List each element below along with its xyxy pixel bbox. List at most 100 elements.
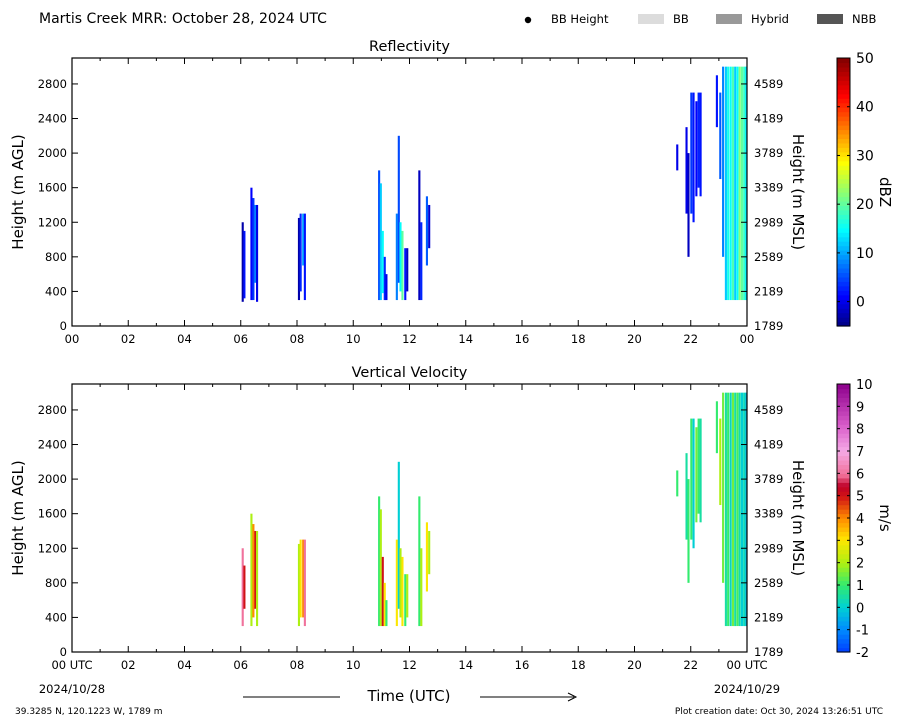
colorbar-segment	[837, 384, 850, 390]
colorbar-segment	[837, 491, 850, 497]
data-column	[385, 274, 388, 301]
y2-tick-label: 4189	[754, 112, 783, 126]
data-column	[736, 392, 739, 627]
data-column	[395, 213, 398, 301]
colorbar-segment	[837, 634, 850, 640]
data-column	[381, 230, 384, 294]
colorbar-frame	[836, 57, 851, 327]
data-column	[745, 66, 748, 301]
data-column	[692, 92, 695, 223]
data-column	[297, 217, 301, 301]
colorbar-segment	[837, 321, 850, 327]
y-tick-label: 2000	[38, 146, 67, 160]
data-column	[252, 524, 255, 618]
colorbar-segment	[837, 142, 850, 148]
colorbar-segment	[837, 276, 850, 282]
y-axis-label: Height (m AGL)	[9, 460, 27, 575]
y2-tick-label: 2189	[754, 610, 783, 624]
end-date-label: 2024/10/29	[714, 682, 780, 696]
colorbar-segment	[837, 518, 850, 524]
data-column	[731, 66, 734, 301]
x-tick-label: 04	[177, 332, 192, 346]
colorbar-segment	[837, 638, 850, 644]
colorbar-segment	[837, 147, 850, 153]
colorbar-segment	[837, 535, 850, 541]
data-columns	[241, 66, 748, 302]
colorbar-segment	[837, 415, 850, 421]
colorbar-segment	[837, 200, 850, 206]
y2-ticks: 1789 2189 2589 2989 3389 3789 4189 4589	[754, 77, 783, 333]
data-column	[428, 530, 431, 575]
colorbar-tick-label: 20	[856, 197, 874, 213]
data-column	[676, 144, 679, 171]
colorbar-segment	[837, 196, 850, 202]
data-column	[719, 418, 722, 506]
data-column	[425, 522, 428, 592]
colorbar-tick-label: 6	[856, 467, 864, 482]
colorbar-segment	[837, 549, 850, 555]
x-axis-label: Time (UTC)	[367, 687, 451, 705]
data-column	[729, 392, 732, 627]
y2-tick-label: 2189	[754, 284, 783, 298]
y-ticks: 0 400 800 1200 1600 2000 2400 2800	[38, 77, 747, 333]
colorbar-segment	[837, 598, 850, 604]
colorbar-segment	[837, 133, 850, 139]
data-column	[418, 170, 421, 301]
colorbar-segment	[837, 285, 850, 291]
data-column	[297, 543, 301, 627]
y-ticks: 0 400 800 1200 1600 2000 2400 2800	[38, 403, 747, 659]
data-column	[378, 170, 381, 301]
x-tick-label: 02	[121, 658, 136, 672]
colorbar-tick-label: 30	[856, 148, 874, 164]
data-column	[727, 392, 730, 627]
data-column	[428, 204, 431, 249]
y2-axis-label: Height (m MSL)	[789, 134, 807, 250]
colorbar-segment	[837, 647, 850, 653]
colorbar-segment	[837, 526, 850, 532]
y2-tick-label: 1789	[754, 319, 783, 333]
x-tick-label: 04	[177, 658, 192, 672]
x-tick-label: 20	[627, 658, 642, 672]
y-tick-label: 0	[60, 319, 67, 333]
colorbar-segment	[837, 259, 850, 265]
colorbar-segment	[837, 558, 850, 564]
data-column	[740, 66, 743, 301]
colorbar-segment	[837, 531, 850, 537]
colorbar-segment	[837, 620, 850, 626]
colorbar-segment	[837, 174, 850, 180]
y2-axis-label: Height (m MSL)	[789, 460, 807, 576]
colorbar-segment	[837, 178, 850, 184]
plot-creation-date: Plot creation date: Oct 30, 2024 13:26:5…	[675, 707, 883, 717]
x-tick-label: 00	[65, 332, 80, 346]
colorbar-segment	[837, 576, 850, 582]
data-column	[399, 222, 402, 292]
colorbar-segment	[837, 254, 850, 260]
colorbar-segment	[837, 241, 850, 247]
colorbar-segment	[837, 272, 850, 278]
colorbar-segment	[837, 553, 850, 559]
legend-swatch	[716, 14, 742, 24]
data-column	[734, 392, 737, 627]
data-column	[724, 66, 727, 301]
y2-tick-label: 1789	[754, 645, 783, 659]
colorbar-tick-label: 10	[856, 378, 873, 393]
x-tick-label: 00	[740, 332, 755, 346]
data-column	[690, 418, 693, 540]
colorbar-segment	[837, 428, 850, 434]
colorbar-segment	[837, 66, 850, 72]
x-tick-label: 08	[290, 658, 305, 672]
colorbar-segment	[837, 504, 850, 510]
colorbar-segment	[837, 509, 850, 515]
data-column	[395, 539, 398, 627]
legend-item: BB	[638, 12, 689, 26]
data-column	[715, 75, 718, 128]
data-column	[685, 127, 688, 214]
data-column	[256, 204, 259, 302]
colorbar-segment	[837, 580, 850, 586]
colorbar-segment	[837, 120, 850, 126]
x-tick-label: 14	[458, 332, 473, 346]
data-column	[254, 204, 257, 283]
colorbar-segment	[837, 187, 850, 193]
